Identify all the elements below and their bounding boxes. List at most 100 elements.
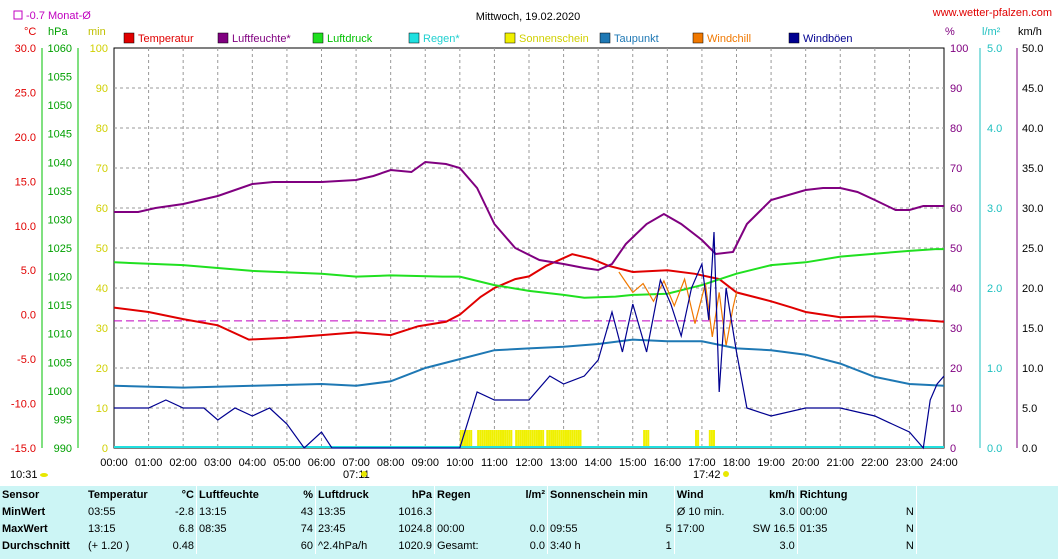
wind-tick-label: 35.0 [1022,163,1043,175]
stats-cell: MaxWert [2,522,48,535]
sunshine-bar [643,430,646,448]
wind-tick-label: 25.0 [1022,243,1043,255]
stats-cell: °C [152,486,197,503]
stats-cell [797,537,882,554]
sunshine-bar [569,430,572,448]
sunshine-bar [487,430,490,448]
wind-tick-label: 45.0 [1022,83,1043,95]
stats-row: Durchschnitt (+ 1.20 ) 0.48 60 ^2.4hPa/h… [0,537,917,554]
stats-cell [197,537,282,554]
site-url[interactable]: www.wetter-pfalzen.com [932,7,1052,19]
stats-cell: 0.0 [501,537,548,554]
legend-swatch [408,32,420,44]
moon-icon [40,473,48,477]
pressure-tick-label: 1010 [48,329,72,341]
humidity-tick-label: 10 [950,403,962,415]
pressure-tick-label: 1025 [48,243,72,255]
sunshine-bar [695,430,697,448]
sunshine-bar [567,430,570,448]
stats-cell: 43 [281,503,316,520]
pressure-tick-label: 1020 [48,272,72,284]
temperature-tick-label: -5.0 [17,354,36,366]
stats-cell [649,503,675,520]
sunshine-bar [517,430,520,448]
humidity-tick-label: 40 [950,283,962,295]
x-tick-label: 20:00 [792,457,820,469]
x-tick-label: 04:00 [239,457,267,469]
wind-tick-label: 15.0 [1022,323,1043,335]
chart-title: Mittwoch, 19.02.2020 [476,11,581,23]
series-line [113,253,945,341]
stats-cell: 03:55 [88,505,116,518]
x-tick-label: 01:00 [135,457,163,469]
x-tick-label: 17:00 [688,457,716,469]
legend-swatch [312,32,324,44]
x-tick-label: 02:00 [169,457,197,469]
pressure-tick-label: 1005 [48,357,72,369]
sunshine-tick-label: 90 [96,83,108,95]
stats-cell [548,503,650,520]
sunshine-tick-label: 40 [96,283,108,295]
x-tick-label: 23:00 [896,457,924,469]
stats-cell: (+ 1.20 ) [88,539,130,552]
temperature-tick-label: -10.0 [11,399,36,411]
stats-cell: 0.48 [152,537,197,554]
sunshine-bar [542,430,545,448]
humidity-tick-label: 100 [950,43,968,55]
sunshine-bar [531,430,534,448]
stats-cell: Ø 10 min. [676,505,725,518]
stats-cell [435,503,502,520]
stats-cell: 3.0 [742,537,798,554]
sunshine-bar [708,430,711,448]
pressure-tick-label: 1060 [48,43,72,55]
stats-cell: 74 [281,520,316,537]
stats-row: MinWert 03:55 -2.8 13:15 43 13:35 1016.3… [0,503,917,520]
sunshine-bar [515,430,518,448]
stats-cell: Durchschnitt [2,539,70,552]
humidity-tick-label: 70 [950,163,962,175]
legend-label: Luftdruck [327,33,373,45]
sunshine-bar [506,430,509,448]
pressure-tick-label: 1035 [48,186,72,198]
stats-cell: ^2.4hPa/h [318,539,368,552]
rain-tick-label: 5.0 [987,43,1002,55]
legend: Temperatur Luftfeuchte* Luftdruck Regen* Son… [123,32,853,45]
stats-cell: -2.8 [152,503,197,520]
sunshine-bar [508,430,511,448]
stats-cell: 1 [649,537,675,554]
stats-cell: N [881,520,917,537]
sunshine-bar [546,430,549,448]
x-tick-label: 06:00 [308,457,336,469]
unit-pressure: hPa [48,26,68,38]
series-lines [113,160,945,450]
humidity-tick-label: 20 [950,363,962,375]
humidity-tick-label: 50 [950,243,962,255]
stats-cell: 00:00 [437,522,465,535]
stats-cell: Sonnenschein min [550,488,648,501]
x-tick-label: 00:00 [100,457,128,469]
temperature-tick-label: 5.0 [21,265,36,277]
legend-label: Windchill [707,33,751,45]
pressure-tick-label: 1040 [48,157,72,169]
legend-label: Temperatur [138,33,194,45]
sunshine-bar [468,430,471,448]
stats-cell [674,537,743,554]
sunshine-bar [495,430,498,448]
sunshine-bar [525,430,528,448]
x-tick-label: 08:00 [377,457,405,469]
sunshine-bar [550,430,553,448]
sunshine-bar [573,430,576,448]
sunshine-bar [466,430,469,448]
sunshine-bar [710,430,713,448]
sun-icon [723,471,729,477]
sunshine-bar [558,430,561,448]
legend-swatch [599,32,611,44]
current-time-label: 10:31 [10,469,38,481]
stats-cell: % [281,486,316,503]
stats-cell: 0.0 [501,520,548,537]
stats-cell: Gesamt: [437,539,479,552]
stats-cell: N [881,537,917,554]
series-line [113,338,945,389]
pressure-tick-label: 1045 [48,129,72,141]
sunshine-bar [477,430,480,448]
